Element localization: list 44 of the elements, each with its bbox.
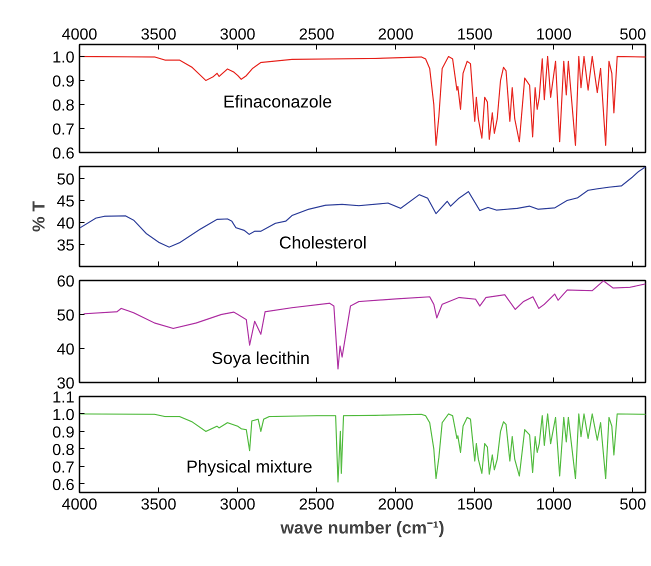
x2-tick-label: 2000 bbox=[378, 26, 414, 44]
y-tick-label: 1.1 bbox=[52, 390, 75, 406]
series-label: Physical mixture bbox=[186, 456, 312, 477]
y-tick-label: 30 bbox=[56, 376, 75, 392]
y-tick-label: 0.9 bbox=[52, 74, 75, 90]
x2-tick-label: 1500 bbox=[456, 26, 493, 44]
x2-tick-label: 3000 bbox=[220, 26, 256, 44]
y-tick-label: 0.6 bbox=[52, 476, 75, 494]
y-tick-label: 0.8 bbox=[52, 442, 75, 459]
y-tick-label: 0.8 bbox=[52, 98, 75, 114]
y-tick-label: 0.7 bbox=[52, 459, 75, 476]
y-tick-label: 0.6 bbox=[52, 146, 75, 162]
x-tick-label: 4000 bbox=[62, 496, 98, 514]
y-tick-label: 45 bbox=[56, 193, 75, 210]
series-label: Cholesterol bbox=[279, 232, 367, 252]
x-tick-label: 1500 bbox=[456, 496, 493, 514]
y-tick-label: 60 bbox=[56, 274, 75, 290]
y-tick-label: 50 bbox=[56, 171, 75, 188]
x2-tick-label: 4000 bbox=[62, 26, 98, 44]
line-series bbox=[80, 166, 646, 248]
series-label: Efinaconazole bbox=[223, 92, 332, 112]
x2-tick-label: 3500 bbox=[140, 26, 176, 44]
y-axis-title: % T bbox=[28, 200, 49, 232]
x-tick-label: 1000 bbox=[536, 496, 572, 514]
y-tick-label: 1.0 bbox=[52, 406, 75, 424]
y-tick-label: 50 bbox=[56, 308, 75, 324]
x-tick-label: 3500 bbox=[140, 496, 176, 514]
line-series bbox=[83, 280, 646, 370]
y-tick-label: 0.9 bbox=[52, 424, 75, 442]
x-axis-title: wave number (cm⁻¹) bbox=[280, 518, 444, 538]
y-tick-label: 40 bbox=[56, 342, 75, 358]
series-label: Soya lecithin bbox=[211, 348, 310, 368]
y-tick-label: 0.7 bbox=[52, 122, 75, 138]
x2-tick-label: 1000 bbox=[536, 26, 572, 44]
y-tick-label: 40 bbox=[56, 215, 75, 232]
x2-tick-label: 500 bbox=[620, 26, 646, 44]
y-tick-label: 35 bbox=[56, 237, 75, 254]
x-tick-label: 500 bbox=[620, 496, 646, 514]
y-tick-label: 1.0 bbox=[52, 50, 75, 66]
x-tick-label: 2000 bbox=[378, 496, 414, 514]
line-series bbox=[80, 413, 646, 483]
x2-tick-label: 2500 bbox=[298, 26, 335, 44]
x-tick-label: 3000 bbox=[220, 496, 256, 514]
x-tick-label: 2500 bbox=[298, 496, 335, 514]
